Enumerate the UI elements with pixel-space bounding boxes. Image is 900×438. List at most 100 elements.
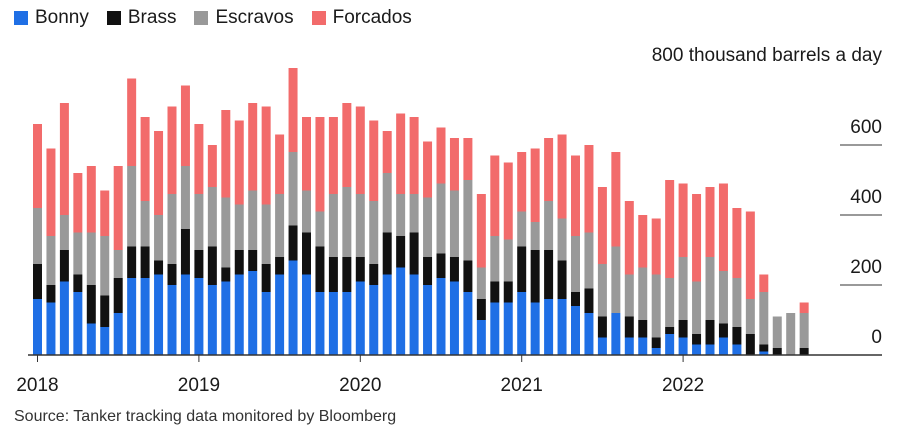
bar-escravos (692, 281, 702, 334)
bar-forcados (409, 117, 419, 194)
bar-forcados (759, 274, 769, 292)
bar-forcados (597, 187, 607, 264)
bar-brass (705, 320, 715, 345)
bar-escravos (638, 267, 648, 320)
bar-bonny (597, 337, 607, 355)
bar-brass (799, 348, 809, 355)
bar-forcados (624, 201, 634, 275)
bar-brass (732, 327, 742, 345)
bar-escravos (100, 236, 110, 296)
bar-escravos (382, 173, 392, 233)
bar-bonny (234, 274, 244, 355)
bar-forcados (73, 173, 83, 233)
bar-forcados (86, 166, 96, 233)
bar-escravos (611, 246, 621, 313)
bar-forcados (557, 134, 567, 219)
bar-bonny (261, 292, 271, 355)
bar-escravos (221, 197, 231, 268)
bar-brass (46, 285, 56, 303)
bar-bonny (369, 285, 379, 355)
bar-bonny (288, 260, 298, 355)
bar-bonny (436, 278, 446, 355)
bar-brass (100, 295, 110, 327)
y-tick-label: 400 (850, 187, 882, 208)
bar-escravos (369, 201, 379, 264)
bar-escravos (180, 166, 190, 229)
bar-escravos (786, 313, 796, 355)
bar-escravos (315, 211, 325, 247)
bar-bonny (409, 274, 419, 355)
bar-bonny (678, 337, 688, 355)
bar-bonny (342, 292, 352, 355)
bar-bonny (396, 267, 406, 355)
bar-escravos (705, 257, 715, 320)
bar-escravos (476, 267, 486, 299)
bar-forcados (302, 117, 311, 191)
bar-brass (638, 320, 648, 338)
bar-forcados (59, 103, 69, 215)
bar-forcados (503, 162, 513, 240)
bar-forcados (692, 194, 702, 282)
bar-bonny (355, 281, 365, 355)
y-axis-labels: 0 200 400 600 800 thousand barrels a day (652, 45, 883, 348)
bar-forcados (127, 78, 137, 166)
bar-forcados (261, 106, 271, 205)
bar-escravos (288, 152, 298, 226)
bar-brass (86, 285, 96, 324)
legend-item-forcados: Forcados (311, 6, 412, 30)
bar-escravos (46, 236, 56, 285)
bar-escravos (436, 183, 446, 254)
bar-brass (288, 225, 298, 261)
bar-brass (423, 257, 433, 285)
bar-escravos (302, 190, 311, 233)
bar-brass (140, 246, 150, 278)
y-tick-label: 0 (871, 327, 882, 348)
bar-escravos (342, 187, 352, 257)
bar-forcados (463, 138, 473, 180)
bar-brass (409, 232, 419, 275)
bar-brass (503, 281, 513, 303)
bar-forcados (369, 120, 379, 201)
bar-escravos (328, 194, 338, 257)
x-tick-label: 2021 (501, 375, 543, 396)
bar-bonny (571, 306, 580, 355)
bar-brass (369, 264, 379, 285)
bar-bonny (718, 337, 728, 355)
bar-escravos (86, 232, 96, 285)
bar-bonny (544, 299, 554, 355)
bar-forcados (234, 120, 244, 205)
bar-brass (571, 292, 580, 306)
bar-forcados (288, 68, 298, 152)
legend-label-bonny: Bonny (35, 7, 89, 28)
bar-escravos (423, 197, 433, 257)
bar-forcados (678, 183, 688, 257)
bar-bonny (463, 292, 473, 355)
bar-brass (127, 246, 137, 278)
bar-brass (154, 260, 164, 275)
bar-forcados (638, 215, 648, 268)
bar-bonny (180, 274, 190, 355)
bar-bonny (140, 278, 150, 355)
bar-forcados (544, 138, 554, 201)
bar-forcados (490, 155, 500, 236)
bar-escravos (490, 236, 500, 282)
bar-bonny (665, 334, 675, 355)
bar-escravos (396, 194, 406, 236)
bar-bonny (530, 302, 540, 355)
bar-brass (544, 250, 554, 299)
bar-forcados (221, 110, 231, 198)
y-unit-label: 800 thousand barrels a day (652, 45, 883, 66)
bar-forcados (423, 141, 433, 198)
y-tick-label: 200 (850, 257, 882, 278)
bar-brass (194, 250, 204, 278)
gridlines (840, 144, 882, 286)
bar-forcados (571, 155, 580, 236)
bar-brass (59, 250, 69, 282)
bar-forcados (355, 106, 365, 194)
bar-brass (436, 253, 446, 278)
bar-bonny (584, 313, 594, 355)
bar-forcados (732, 208, 742, 278)
bar-brass (113, 278, 123, 313)
x-tick-label: 2022 (662, 375, 704, 396)
